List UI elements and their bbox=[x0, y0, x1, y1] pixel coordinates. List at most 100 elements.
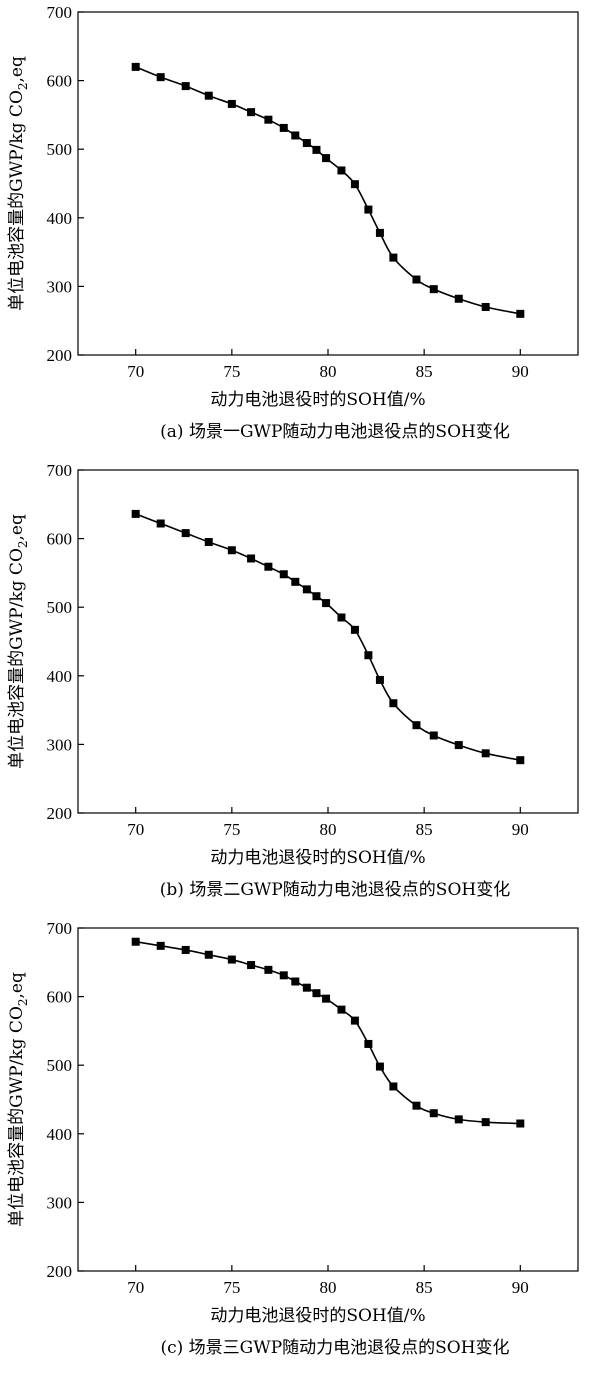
data-point bbox=[204, 538, 213, 547]
y-tick-label: 300 bbox=[47, 1193, 73, 1212]
data-point bbox=[412, 275, 421, 284]
data-point bbox=[364, 205, 373, 214]
y-tick-label: 200 bbox=[47, 1262, 73, 1281]
data-point bbox=[131, 937, 140, 946]
chart-a: 70 75 80 85 90 200 300 400 500 600 700 动力电池退役时的SOH值… bbox=[7, 3, 579, 442]
chart-panel-c: 70 75 80 85 90 200 300 400 500 600 700 动力电池退役时的SOH值… bbox=[0, 916, 598, 1375]
data-point bbox=[516, 1119, 525, 1128]
chart-caption: (b) 场景二GWP随动力电池退役点的SOH变化 bbox=[160, 880, 510, 900]
y-tick-label: 700 bbox=[47, 461, 73, 480]
x-tick-label: 70 bbox=[127, 820, 144, 839]
data-point bbox=[375, 1062, 384, 1071]
data-point bbox=[264, 965, 273, 974]
data-point bbox=[227, 955, 236, 964]
plot-frame bbox=[77, 927, 579, 1272]
chart-panel-b: 70 75 80 85 90 200 300 400 500 600 700 动力电池退役时的SOH值… bbox=[0, 458, 598, 916]
plot-frame bbox=[77, 469, 579, 814]
data-point bbox=[247, 108, 256, 117]
data-point bbox=[375, 228, 384, 237]
y-tick-label: 300 bbox=[47, 277, 73, 296]
y-axis-label-subscript: 2 bbox=[16, 540, 30, 548]
data-point bbox=[291, 577, 300, 586]
y-axis-label-subscript: 2 bbox=[16, 998, 30, 1006]
data-point bbox=[312, 989, 321, 998]
x-tick-label: 75 bbox=[223, 820, 240, 839]
data-point bbox=[131, 509, 140, 518]
data-point bbox=[412, 1101, 421, 1110]
y-axis-label-group: 单位电池容量的GWP/kg CO2,eq bbox=[7, 514, 30, 769]
data-point bbox=[350, 625, 359, 634]
data-point bbox=[227, 99, 236, 108]
data-point bbox=[181, 945, 190, 954]
y-tick-label: 500 bbox=[47, 1056, 73, 1075]
data-point bbox=[156, 519, 165, 528]
data-point bbox=[312, 145, 321, 154]
data-point bbox=[204, 950, 213, 959]
y-tick-label: 300 bbox=[47, 735, 73, 754]
y-tick-label: 600 bbox=[47, 72, 73, 91]
data-point bbox=[247, 961, 256, 970]
y-axis-label-end: ,eq bbox=[7, 514, 27, 540]
y-axis-label-subscript: 2 bbox=[16, 82, 30, 90]
y-axis-label-end: ,eq bbox=[7, 972, 27, 998]
data-point bbox=[322, 599, 331, 608]
y-tick-label: 500 bbox=[47, 140, 73, 159]
data-point bbox=[302, 139, 311, 148]
data-point bbox=[322, 154, 331, 163]
y-tick-label: 200 bbox=[47, 346, 73, 365]
x-axis-label: 动力电池退役时的SOH值/% bbox=[210, 390, 425, 410]
plot-frame bbox=[77, 11, 579, 356]
y-tick-label: 400 bbox=[47, 209, 73, 228]
chart-caption: (a) 场景一GWP随动力电池退役点的SOH变化 bbox=[160, 422, 510, 442]
data-point bbox=[454, 1115, 463, 1124]
y-axis-label-main: 单位电池容量的GWP/kg CO bbox=[7, 548, 27, 769]
data-point bbox=[481, 749, 490, 758]
data-point bbox=[481, 1118, 490, 1127]
x-tick-label: 80 bbox=[320, 1278, 337, 1297]
data-point bbox=[337, 166, 346, 175]
x-tick-label: 85 bbox=[416, 1278, 433, 1297]
data-point bbox=[454, 741, 463, 750]
x-axis-label: 动力电池退役时的SOH值/% bbox=[210, 848, 425, 868]
data-point bbox=[364, 1039, 373, 1048]
data-point bbox=[181, 82, 190, 91]
y-tick-label: 400 bbox=[47, 667, 73, 686]
data-point bbox=[264, 115, 273, 124]
chart-panel-a: 70 75 80 85 90 200 300 400 500 600 700 动力电池退役时的SOH值… bbox=[0, 0, 598, 458]
data-point bbox=[516, 309, 525, 318]
data-point bbox=[429, 285, 438, 294]
data-point bbox=[389, 699, 398, 708]
data-point bbox=[204, 91, 213, 100]
data-point bbox=[279, 971, 288, 980]
y-tick-label: 500 bbox=[47, 598, 73, 617]
data-point bbox=[302, 585, 311, 594]
data-point bbox=[322, 994, 331, 1003]
data-point bbox=[227, 546, 236, 555]
data-point bbox=[156, 941, 165, 950]
x-tick-label: 90 bbox=[512, 820, 529, 839]
x-tick-label: 80 bbox=[320, 362, 337, 381]
data-point bbox=[454, 294, 463, 303]
y-tick-label: 200 bbox=[47, 804, 73, 823]
y-tick-label: 600 bbox=[47, 530, 73, 549]
x-axis-label: 动力电池退役时的SOH值/% bbox=[210, 1306, 425, 1326]
data-point bbox=[429, 1109, 438, 1118]
data-point bbox=[364, 651, 373, 660]
data-point bbox=[291, 131, 300, 140]
x-tick-label: 80 bbox=[320, 820, 337, 839]
x-tick-label: 85 bbox=[416, 362, 433, 381]
x-tick-label: 75 bbox=[223, 362, 240, 381]
data-point bbox=[291, 977, 300, 986]
data-point bbox=[412, 721, 421, 730]
data-point bbox=[337, 1005, 346, 1014]
x-tick-label: 85 bbox=[416, 820, 433, 839]
x-tick-label: 75 bbox=[223, 1278, 240, 1297]
y-axis-label: 单位电池容量的GWP/kg CO2,eq bbox=[7, 972, 30, 1227]
y-axis-label-group: 单位电池容量的GWP/kg CO2,eq bbox=[7, 972, 30, 1227]
y-tick-label: 400 bbox=[47, 1125, 73, 1144]
data-point bbox=[247, 554, 256, 563]
series-line bbox=[135, 66, 521, 315]
data-point bbox=[350, 180, 359, 189]
y-axis-label: 单位电池容量的GWP/kg CO2,eq bbox=[7, 56, 30, 311]
y-tick-label: 700 bbox=[47, 3, 73, 22]
